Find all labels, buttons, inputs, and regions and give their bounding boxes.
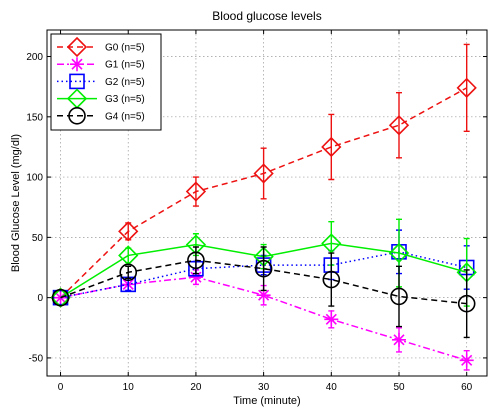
error-bar bbox=[396, 91, 402, 159]
data-point bbox=[390, 287, 408, 306]
series-layer bbox=[50, 43, 477, 371]
error-bar bbox=[260, 246, 267, 292]
data-point bbox=[321, 136, 342, 158]
data-point bbox=[324, 312, 339, 327]
legend-item: G0 (n=5) bbox=[57, 36, 145, 58]
series-4 bbox=[51, 246, 476, 339]
error-bar bbox=[396, 265, 402, 328]
legend-marker bbox=[66, 36, 88, 58]
error-bar bbox=[463, 43, 470, 132]
data-point bbox=[185, 181, 207, 202]
data-point bbox=[119, 263, 138, 282]
x-tick-label: 20 bbox=[190, 382, 202, 393]
error-bar bbox=[260, 147, 267, 200]
x-tick-label: 40 bbox=[326, 382, 338, 393]
y-tick-label: 50 bbox=[32, 233, 44, 244]
data-point bbox=[50, 287, 71, 308]
data-point bbox=[456, 77, 477, 98]
data-point bbox=[256, 288, 271, 303]
x-tick-label: 0 bbox=[58, 382, 64, 393]
legend-label: G3 (n=5) bbox=[105, 94, 145, 105]
data-point bbox=[254, 259, 273, 278]
error-bar bbox=[328, 113, 335, 181]
data-point bbox=[322, 270, 341, 289]
chart-title: Blood glucose levels bbox=[212, 9, 321, 23]
data-point bbox=[188, 270, 203, 285]
data-point bbox=[459, 353, 474, 368]
error-bar bbox=[463, 269, 470, 339]
legend-label: G4 (n=5) bbox=[105, 111, 145, 122]
legend: G0 (n=5) G1 (n=5) G2 (n=5) G3 (n=5) G4 (n=5) bbox=[50, 33, 162, 131]
data-point bbox=[388, 115, 410, 136]
x-tick-label: 60 bbox=[461, 382, 473, 393]
legend-label: G1 (n=5) bbox=[105, 60, 145, 71]
error-bar bbox=[125, 265, 132, 280]
legend-item: G4 (n=5) bbox=[57, 107, 145, 125]
legend-label: G0 (n=5) bbox=[105, 43, 145, 54]
series-0 bbox=[50, 43, 477, 308]
data-point bbox=[53, 290, 68, 305]
error-bar bbox=[192, 246, 199, 275]
legend-item: G2 (n=5) bbox=[57, 73, 145, 90]
x-tick-label: 10 bbox=[123, 382, 135, 393]
data-point bbox=[457, 294, 476, 313]
data-point bbox=[52, 289, 69, 306]
data-point bbox=[187, 251, 205, 270]
data-point bbox=[118, 221, 139, 242]
data-point bbox=[392, 332, 406, 347]
axes: 0 10 20 30 40 50 60 -50 0 50 100 150 200 bbox=[26, 30, 487, 393]
x-tick-label: 50 bbox=[393, 382, 405, 393]
legend-marker bbox=[70, 57, 84, 72]
plot-frame bbox=[46, 29, 488, 377]
data-point bbox=[51, 288, 70, 307]
y-tick-label: 100 bbox=[26, 173, 43, 184]
error-bar bbox=[328, 252, 335, 307]
legend-marker bbox=[68, 107, 86, 125]
y-tick-label: 150 bbox=[26, 112, 43, 123]
y-tick-label: 0 bbox=[37, 293, 43, 304]
x-axis-label: Time (minute) bbox=[233, 395, 300, 407]
data-point bbox=[253, 163, 274, 184]
x-tick-label: 30 bbox=[258, 382, 270, 393]
y-tick-label: 200 bbox=[26, 52, 43, 63]
y-tick-label: -50 bbox=[29, 353, 44, 364]
legend-marker bbox=[69, 73, 85, 90]
y-axis-label: Blood Glucose Level (mg/dl) bbox=[10, 134, 22, 272]
legend-item: G1 (n=5) bbox=[57, 57, 145, 72]
data-point bbox=[388, 242, 410, 264]
legend-label: G2 (n=5) bbox=[105, 77, 145, 88]
